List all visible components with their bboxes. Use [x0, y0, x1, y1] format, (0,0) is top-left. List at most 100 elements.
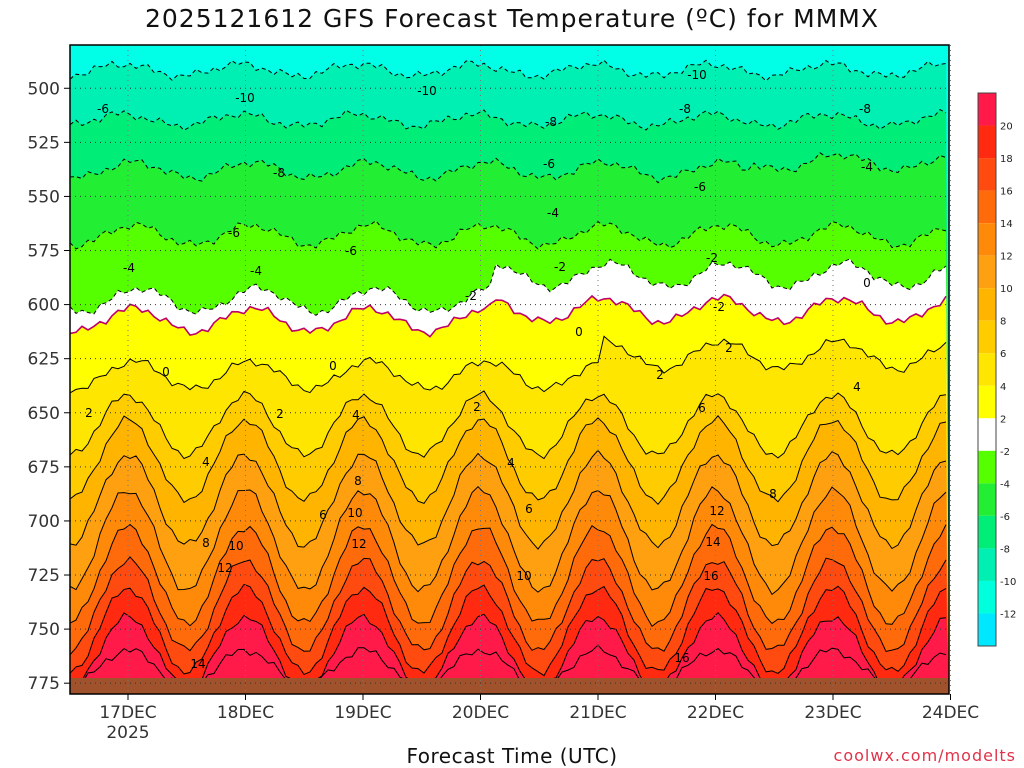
- contour-label: 10: [347, 506, 362, 520]
- contour-label: -10: [235, 91, 255, 105]
- contour-line: [70, 449, 947, 550]
- contour-label: 8: [354, 474, 362, 488]
- colorbar-swatch: [978, 483, 996, 516]
- contour-label: 4: [507, 456, 515, 470]
- contour-label: 8: [769, 487, 777, 501]
- contour-label: -8: [273, 166, 285, 180]
- colorbar-tick-label: 4: [1000, 382, 1006, 393]
- x-tick-label: 22DEC: [687, 703, 744, 723]
- contour-label: 8: [202, 536, 210, 550]
- contour-label: -2: [554, 260, 566, 274]
- contour-label: -4: [547, 206, 559, 220]
- colorbar-tick-label: -6: [1000, 512, 1010, 523]
- y-tick-label: 550: [28, 187, 60, 207]
- contour-line: [70, 644, 947, 691]
- contour-label: -10: [417, 84, 437, 98]
- y-tick-label: 700: [28, 512, 60, 532]
- contour-line: [70, 258, 947, 316]
- y-tick-label: 600: [28, 296, 60, 316]
- contour-label: 0: [863, 276, 871, 290]
- colorbar-tick-label: 10: [1000, 284, 1013, 295]
- contour-label: 6: [319, 508, 327, 522]
- contour-line: [70, 108, 947, 131]
- colorbar-swatch: [978, 353, 996, 386]
- colorbar-tick-label: 2: [1000, 414, 1006, 425]
- contour-label: 2: [725, 341, 733, 355]
- x-tick-label: 18DEC: [217, 703, 274, 723]
- colorbar-swatch: [978, 255, 996, 289]
- contour-label: 0: [162, 365, 170, 379]
- contour-label: -6: [228, 226, 240, 240]
- colorbar-swatch: [978, 450, 996, 484]
- contour-label: -6: [345, 244, 357, 258]
- terrain-ground: [70, 678, 949, 694]
- contour-line: [70, 220, 947, 250]
- contour-label: 6: [525, 502, 533, 516]
- colorbar-tick-label: 16: [1000, 187, 1013, 198]
- x-tick-label: 19DEC: [334, 703, 391, 723]
- contour-label: -2: [713, 300, 725, 314]
- y-tick-label: 650: [28, 404, 60, 424]
- contour-label: 4: [352, 408, 360, 422]
- y-tick-label: 500: [28, 79, 60, 99]
- y-tick-label: 675: [28, 458, 60, 478]
- colorbar-tick-label: -8: [1000, 544, 1010, 555]
- contour-label: 12: [351, 537, 366, 551]
- contour-label: 4: [202, 455, 210, 469]
- colorbar-swatch: [978, 320, 996, 354]
- x-tick-label: 23DEC: [804, 703, 861, 723]
- contour-label: 12: [709, 504, 724, 518]
- contour-label: -6: [97, 102, 109, 116]
- colorbar-tick-label: 12: [1000, 252, 1013, 263]
- colorbar-swatch: [978, 125, 996, 159]
- x-tick-label: 24DEC: [922, 703, 979, 723]
- colorbar-tick-label: -2: [1000, 447, 1010, 458]
- contour-label: -2: [706, 251, 718, 265]
- colorbar-tick-label: 8: [1000, 317, 1006, 328]
- contour-line: [70, 523, 947, 628]
- contour-label: -8: [545, 115, 557, 129]
- colorbar-swatch: [978, 548, 996, 581]
- y-tick-label: 725: [28, 566, 60, 586]
- contour-label: -6: [543, 157, 555, 171]
- colorbar-tick-label: -10: [1000, 577, 1016, 588]
- colorbar-swatch: [978, 190, 996, 224]
- colorbar-swatch: [978, 385, 996, 419]
- colorbar-swatch: [978, 158, 996, 191]
- y-tick-label: 575: [28, 242, 60, 262]
- chart-title: 2025121612 GFS Forecast Temperature (ºC)…: [144, 4, 880, 33]
- contour-line: [70, 335, 947, 394]
- contour-label: 14: [705, 535, 720, 549]
- colorbar-swatch: [978, 418, 996, 451]
- colorbar-tick-label: 6: [1000, 349, 1006, 360]
- contour-label: 2: [85, 406, 93, 420]
- x-year-label: 2025: [106, 723, 149, 743]
- contour-label: -4: [123, 261, 135, 275]
- contour-label: -6: [694, 180, 706, 194]
- x-tick-label: 17DEC: [99, 703, 156, 723]
- contour-label: 6: [698, 401, 706, 415]
- contour-line: [70, 485, 947, 596]
- contour-label: 14: [190, 657, 205, 671]
- contour-line: [70, 611, 947, 692]
- colorbar-swatch: [978, 515, 996, 549]
- colorbar-frame: [977, 92, 997, 647]
- x-tick-label: 20DEC: [452, 703, 509, 723]
- contour-label: 16: [703, 569, 718, 583]
- colorbar-swatch: [978, 580, 996, 614]
- y-tick-label: 750: [28, 620, 60, 640]
- contour-label: -4: [861, 160, 873, 174]
- x-axis-label: Forecast Time (UTC): [406, 744, 618, 768]
- contour-line: [70, 583, 947, 677]
- colorbar-swatch: [978, 223, 996, 256]
- colorbar-tick-label: -12: [1000, 609, 1016, 620]
- contour-label: 2: [656, 368, 664, 382]
- y-tick-label: 775: [28, 674, 60, 694]
- contour-label: -8: [859, 102, 871, 116]
- colorbar-tick-label: 20: [1000, 122, 1013, 133]
- contour-label: 0: [575, 325, 583, 339]
- contour-label: 16: [674, 651, 689, 665]
- contour-label: 10: [516, 569, 531, 583]
- contour-line: [70, 415, 947, 506]
